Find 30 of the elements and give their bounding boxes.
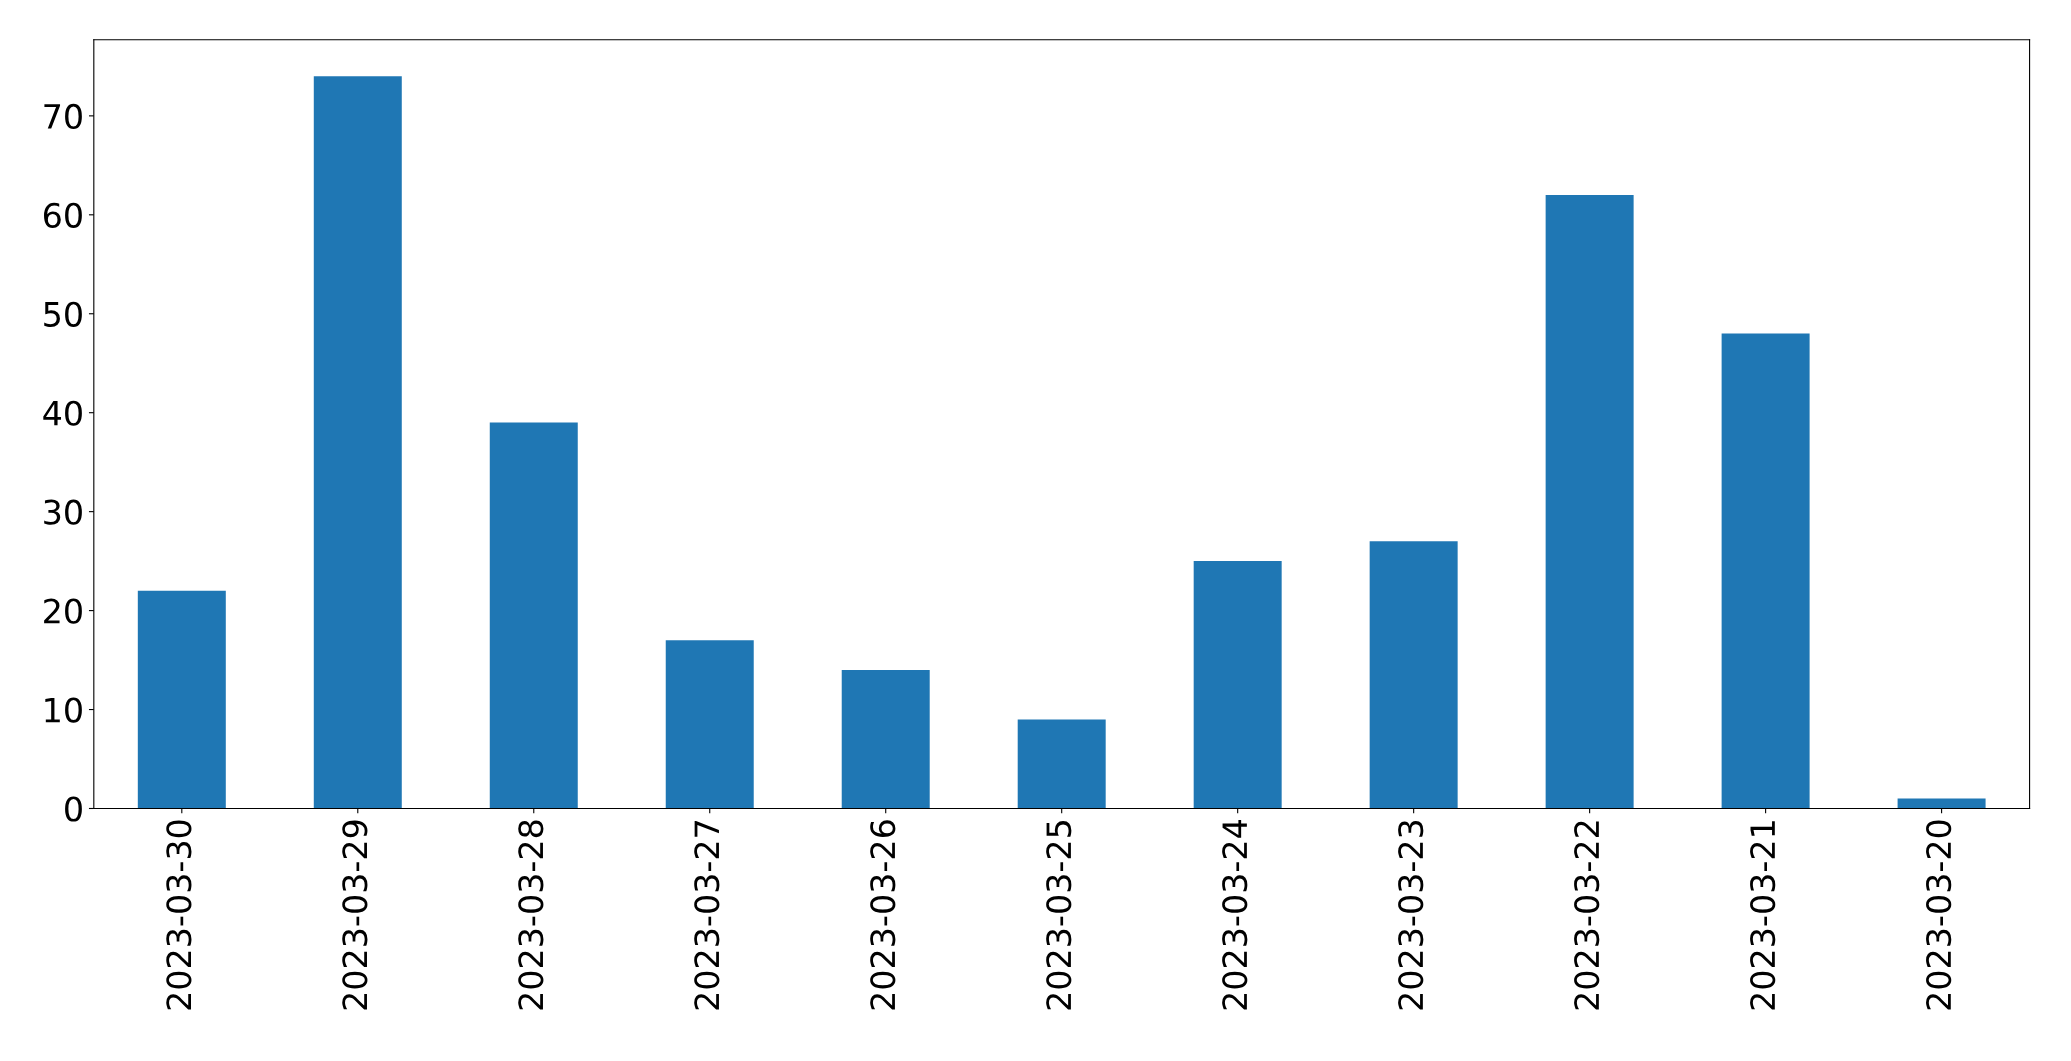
x-tick-label: 2023-03-23 <box>1398 820 1424 1010</box>
y-tick-label: 60 <box>44 202 82 228</box>
bar <box>1897 798 1986 809</box>
bar <box>1721 333 1810 809</box>
y-tick-label: 0 <box>65 796 82 822</box>
x-tick-label: 2023-03-29 <box>342 820 368 1010</box>
x-tick-label: 2023-03-22 <box>1574 821 1600 1010</box>
y-tick-label: 50 <box>44 301 82 327</box>
bar <box>1369 541 1458 809</box>
y-tick-label: 20 <box>44 598 82 624</box>
bar <box>1193 561 1282 809</box>
x-tick-label: 2023-03-25 <box>1046 821 1072 1010</box>
bar <box>1017 719 1106 809</box>
bar <box>841 669 930 809</box>
x-tick-label: 2023-03-27 <box>694 821 720 1010</box>
x-tick-label: 2023-03-20 <box>1926 820 1952 1010</box>
x-tick-label: 2023-03-21 <box>1750 821 1776 1010</box>
y-tick-label: 40 <box>43 400 82 426</box>
bar <box>665 640 754 809</box>
y-tick-label: 30 <box>44 499 82 525</box>
bar <box>489 422 578 809</box>
y-tick-label: 70 <box>44 103 82 130</box>
x-tick-label: 2023-03-24 <box>1222 820 1248 1010</box>
x-tick-label: 2023-03-28 <box>518 820 544 1010</box>
y-tick-label: 10 <box>45 697 82 723</box>
bar <box>137 590 226 809</box>
bar <box>1545 195 1634 809</box>
x-tick-label: 2023-03-30 <box>166 820 192 1010</box>
bar <box>313 76 402 809</box>
x-tick-label: 2023-03-26 <box>870 820 896 1010</box>
